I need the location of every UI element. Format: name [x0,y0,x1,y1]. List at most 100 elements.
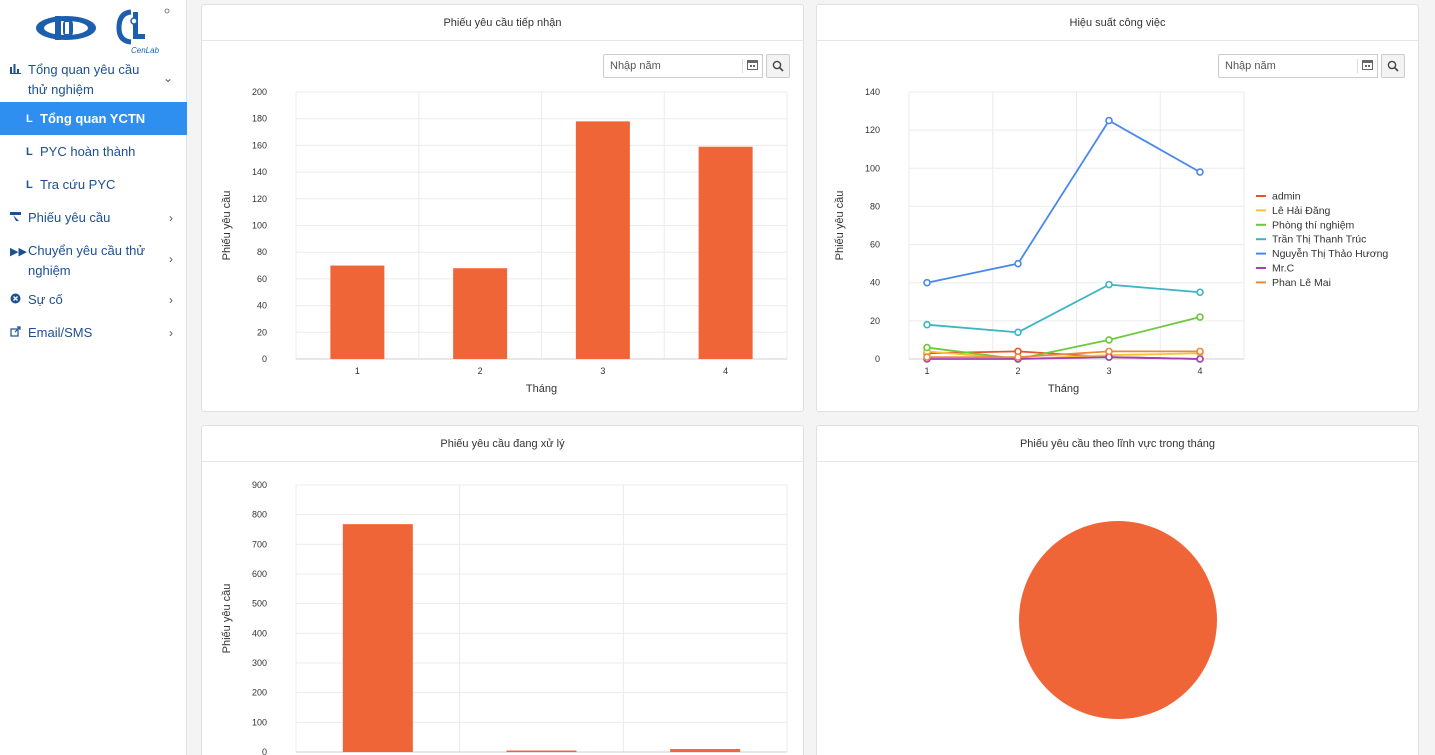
x-tick-label: 1 [924,366,929,376]
performance-line-chart: 0 20 40 60 80 100 120 140 Phiếu yêu cầu 1 2 3 4 Tháng… [834,87,1388,395]
search-button[interactable] [766,54,790,78]
y-tick-label: 0 [262,747,267,755]
x-tick-label: 1 [355,366,360,376]
y-tick-label: 80 [257,247,267,257]
year-input[interactable]: Nhập năm [603,54,763,78]
corner-icon: L [26,112,33,125]
external-link-icon [10,323,28,344]
year-input-placeholder: Nhập năm [610,60,661,72]
year-filter: Nhập năm [603,54,790,78]
y-tick-label: 800 [252,510,267,520]
bar [670,749,741,752]
y-tick-label: 140 [865,87,880,97]
y-tick-label: 200 [252,688,267,698]
y-tick-label: 600 [252,569,267,579]
calendar-icon[interactable] [742,59,758,73]
chevron-right-icon: › [169,252,173,266]
y-tick-label: 900 [252,480,267,490]
sidebar-item-label: Tổng quan YCTN [40,111,146,126]
chevron-right-icon: › [169,326,173,340]
legend-label: Trần Thị Thanh Trúc [1272,234,1366,246]
data-point [1014,328,1022,337]
pointer-icon [10,208,28,229]
panel-work-performance: Hiệu suất công việc Nhập năm 0 20 40 60 80 10… [816,4,1419,412]
sidebar-subitem-pyc-completed[interactable]: L PYC hoàn thành [0,135,187,168]
panel-title: Phiếu yêu cầu đang xử lý [202,426,803,462]
search-icon [772,60,784,72]
y-tick-label: 700 [252,539,267,549]
bar [342,524,413,752]
bar [698,146,753,359]
data-point [923,353,931,361]
panel-processing-requests: Phiếu yêu cầu đang xử lý 0 100 200 300 400 50… [201,425,804,755]
calendar-icon[interactable] [1357,59,1373,73]
y-tick-label: 60 [257,274,267,284]
logo[interactable]: CenLab [35,6,175,58]
y-tick-label: 100 [252,221,267,231]
data-point [923,343,931,352]
x-tick-label: 2 [478,366,483,376]
field-pie-chart [1019,521,1217,719]
bar [330,265,385,359]
panel-title: Hiệu suất công việc [817,5,1418,41]
y-tick-label: 0 [875,354,880,364]
sidebar-item-label: Tổng quan yêu cầu thử nghiệm [28,62,140,97]
y-tick-label: 20 [870,316,880,326]
sidebar-item-test-request-overview[interactable]: Tổng quan yêu cầu thử nghiệm ⌄ [0,58,187,102]
sidebar-item-transfer-request[interactable]: ▶▶ Chuyển yêu cầu thử nghiệm › [0,234,187,284]
panel-title: Phiếu yêu cầu tiếp nhận [202,5,803,41]
data-point [1105,347,1113,356]
bar [575,121,630,360]
received-bar-chart: 0 20 40 60 80 100 120 140 160 180 200 Phiếu yêu cầu… [221,87,788,395]
series-line [926,350,1201,360]
y-tick-label: 160 [252,140,267,150]
sidebar-item-label: PYC hoàn thành [40,144,136,159]
y-tick-label: 180 [252,114,267,124]
sidebar-subitem-pyc-lookup[interactable]: L Tra cứu PYC [0,168,187,201]
y-tick-label: 100 [252,717,267,727]
bar [453,268,508,359]
chevron-down-icon: ⌄ [162,71,173,85]
forward-icon: ▶▶ [10,246,27,258]
data-point [1014,259,1022,268]
data-point [1105,336,1113,344]
y-tick-label: 120 [252,194,267,204]
sidebar-item-email-sms[interactable]: Email/SMS › [0,317,187,350]
series-line [926,283,1201,334]
sidebar-item-label: Sự cố [28,292,63,307]
sidebar-subitem-yctn-overview[interactable]: L Tổng quan YCTN [0,102,187,135]
corner-icon: L [26,178,33,191]
y-axis-title: Phiếu yêu cầu [221,191,233,261]
search-icon [1387,60,1399,72]
search-button[interactable] [1381,54,1405,78]
year-input[interactable]: Nhập năm [1218,54,1378,78]
sidebar-item-label: Email/SMS [28,325,93,340]
y-tick-label: 140 [252,167,267,177]
legend-label: Nguyễn Thị Thảo Hương [1272,247,1388,260]
y-tick-label: 80 [870,201,880,211]
y-tick-label: 20 [257,327,267,337]
series-line [927,356,1201,360]
sidebar: CenLab Tổng quan yêu cầu thử nghiệm ⌄ L … [0,0,187,755]
pie-slice [1019,521,1217,719]
bar [506,750,577,753]
sidebar-item-incident[interactable]: Sự cố › [0,284,187,317]
data-point [923,320,931,329]
logo-text: CenLab [131,46,160,55]
error-circle-icon [10,290,28,311]
sidebar-item-request-form[interactable]: Phiếu yêu cầu › [0,201,187,234]
x-tick-label: 2 [1015,366,1020,376]
data-point [923,278,931,287]
data-point [1105,280,1113,289]
legend-label: admin [1272,191,1301,203]
y-tick-label: 60 [870,240,880,250]
data-point [1196,168,1204,176]
y-tick-label: 120 [865,125,880,135]
bar-chart-icon [10,60,28,81]
logo-graphic: CenLab [36,8,170,55]
data-point [1105,116,1113,125]
y-tick-label: 200 [252,87,267,97]
data-point [1196,347,1204,356]
x-axis-title: Tháng [526,383,557,395]
sidebar-item-label: Chuyển yêu cầu thử nghiệm [28,243,146,278]
